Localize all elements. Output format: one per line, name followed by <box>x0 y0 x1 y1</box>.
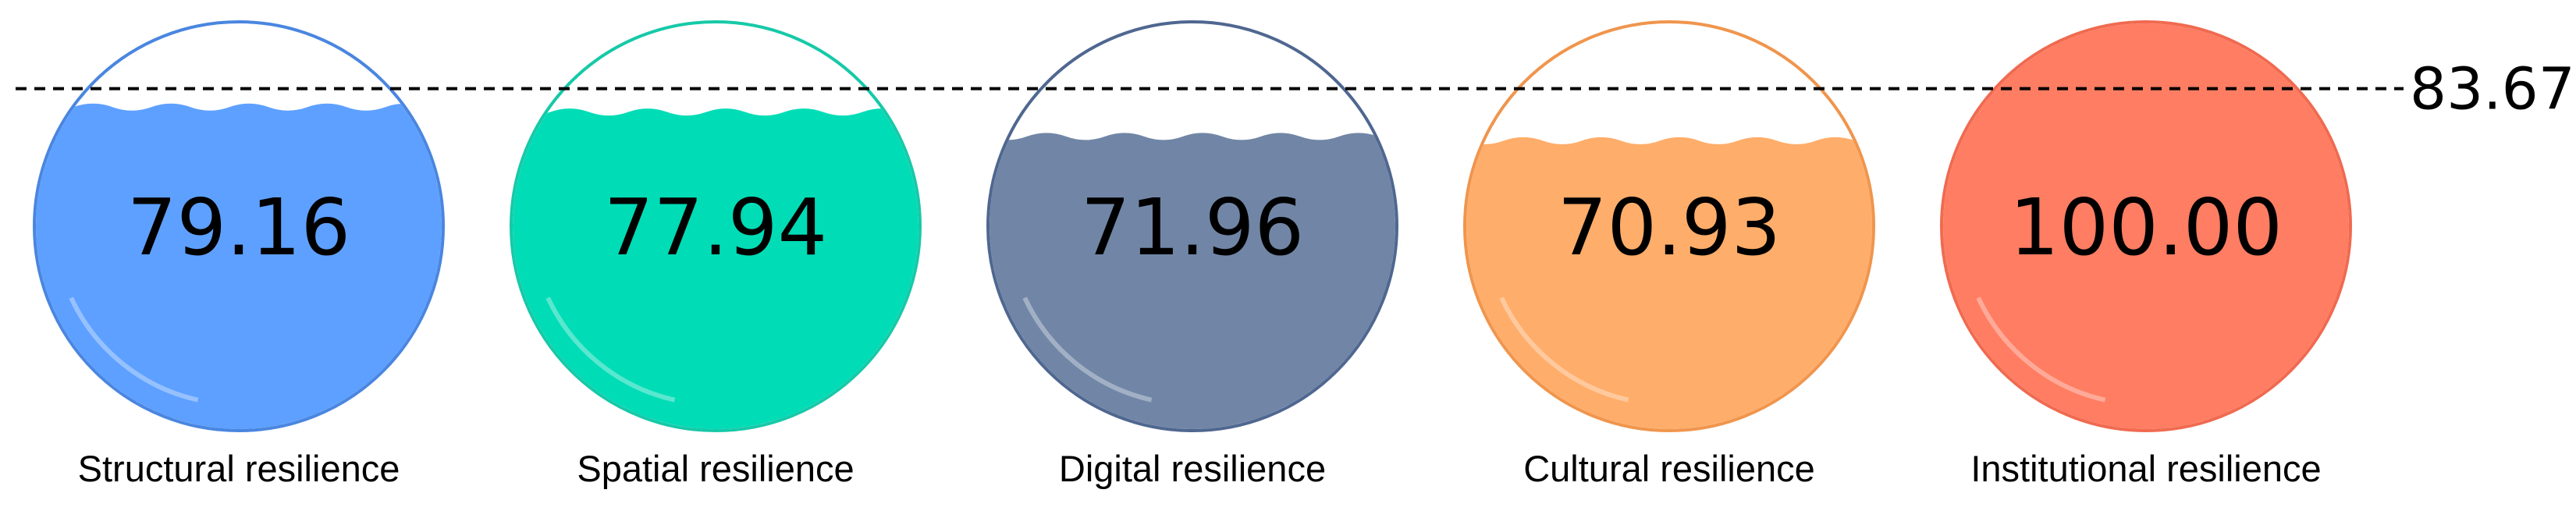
bubble-outline <box>33 20 445 432</box>
gauge: 79.16 Structural resilience <box>33 20 445 489</box>
bubble-highlight <box>1022 296 1153 403</box>
gauge: 77.94 Spatial resilience <box>510 20 922 489</box>
value-label: 77.94 <box>604 182 827 273</box>
value-label: 71.96 <box>1081 182 1304 273</box>
category-label: Institutional resilience <box>1970 448 2321 489</box>
bubble-outline <box>1940 20 2352 432</box>
category-label: Structural resilience <box>78 448 400 489</box>
gauge: 100.00 Institutional resilience <box>1940 20 2352 489</box>
category-label: Spatial resilience <box>577 448 854 489</box>
bubble-outline <box>510 20 922 432</box>
value-label: 100.00 <box>2009 182 2283 273</box>
bubble-outline <box>986 20 1398 432</box>
value-label: 70.93 <box>1558 182 1781 273</box>
bubble-highlight <box>1976 296 2106 403</box>
category-label: Digital resilience <box>1059 448 1326 489</box>
gauge: 70.93 Cultural resilience <box>1463 20 1875 489</box>
bubble-highlight <box>69 296 199 403</box>
liquid-fill <box>990 133 1395 429</box>
gauge: 71.96 Digital resilience <box>986 20 1398 489</box>
liquid-fill <box>1943 23 2349 429</box>
bubble-outline <box>1463 20 1875 432</box>
category-label: Cultural resilience <box>1523 448 1815 489</box>
bubble-highlight <box>1499 296 1629 403</box>
bubble-highlight <box>545 296 676 403</box>
value-label: 79.16 <box>127 182 350 273</box>
reference-line-label: 83.67 <box>2410 56 2575 123</box>
